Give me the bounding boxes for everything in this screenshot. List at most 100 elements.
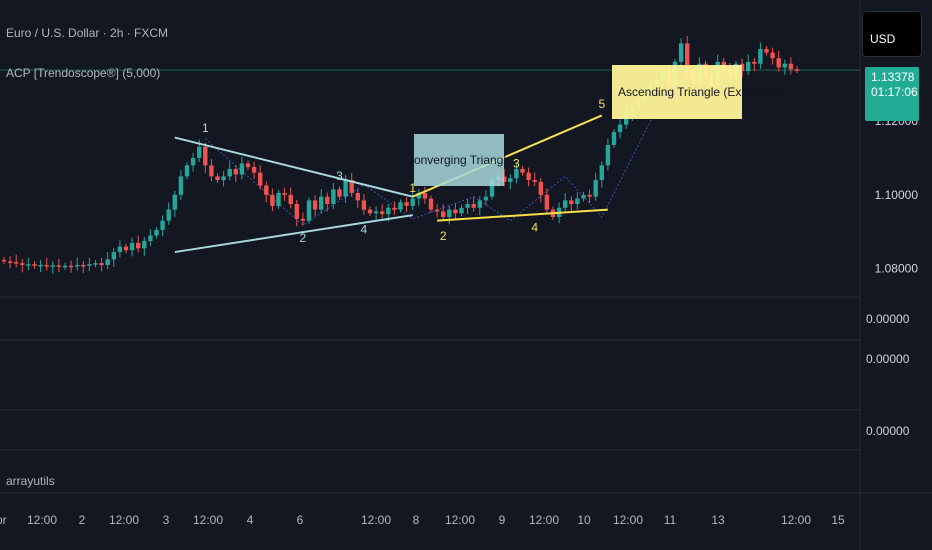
candle [32, 261, 37, 269]
candle [20, 259, 25, 273]
candle [233, 164, 238, 182]
candle [392, 201, 397, 215]
candle-body [685, 43, 690, 73]
candle-body [75, 265, 80, 267]
candle [251, 161, 257, 179]
candle-body [178, 176, 184, 195]
candle [209, 159, 214, 182]
candle-body [87, 264, 92, 266]
time-tick-label: 10 [577, 513, 591, 527]
candle-body [337, 189, 342, 197]
candle-body [44, 265, 49, 267]
candle [81, 260, 86, 274]
candle [367, 206, 373, 217]
candle [605, 138, 611, 171]
candle-body [575, 198, 580, 205]
pivot-label: 2 [440, 229, 447, 243]
candle [453, 203, 458, 219]
candle [258, 165, 263, 190]
candle-body [514, 168, 519, 179]
candle [538, 177, 543, 203]
candle [532, 172, 537, 186]
candle [593, 172, 598, 201]
candle [410, 191, 415, 210]
time-tick-label: 11 [663, 513, 677, 527]
candle-body [215, 176, 220, 181]
pivot-label: 4 [361, 223, 368, 237]
candle-body [203, 146, 208, 166]
candle [154, 226, 159, 239]
candle-body [190, 157, 196, 166]
candle [746, 54, 751, 76]
candle [282, 187, 287, 202]
indicator-label[interactable]: ACP [Trendoscope®] (5,000) [6, 66, 161, 80]
candle [75, 257, 80, 271]
arrayutils-label[interactable]: arrayutils [6, 474, 55, 488]
candle [617, 119, 623, 139]
time-tick-label: 12:00 [444, 513, 476, 527]
candle [184, 162, 190, 180]
candle-body [160, 220, 165, 230]
candle-body [752, 61, 757, 64]
candle-body [770, 52, 775, 59]
candle [502, 168, 507, 186]
candle-body [20, 263, 25, 265]
candle [416, 188, 421, 206]
candle [50, 261, 55, 274]
candle-body [62, 265, 68, 268]
candle-body [392, 207, 397, 210]
candle [739, 58, 745, 78]
candle-body [233, 168, 238, 175]
candle [142, 236, 147, 256]
candle-body [7, 261, 13, 263]
candle-body [129, 242, 135, 251]
candle [160, 215, 165, 237]
ascending-triangle-label: Ascending Triangle (Expanding) [612, 65, 788, 119]
time-tick-label: 12:00 [612, 513, 644, 527]
candle-body [563, 200, 568, 208]
candle-body [465, 204, 470, 208]
candle [312, 195, 318, 216]
candle-body [319, 196, 324, 210]
candle [337, 186, 342, 200]
ascending-lower-line [437, 208, 608, 222]
candle-body [288, 194, 293, 205]
candle-body [245, 163, 251, 168]
candle-body [50, 265, 55, 267]
pane-value-1: 0.00000 [866, 312, 910, 326]
candle [752, 57, 757, 72]
candle [581, 191, 586, 202]
candle [221, 171, 226, 187]
candle [14, 254, 19, 268]
price-tick-label: 1.10000 [875, 188, 919, 202]
time-tick-label: 13 [711, 513, 725, 527]
candle-body [587, 194, 592, 197]
candle [148, 229, 153, 247]
candle [215, 173, 220, 184]
candle-body [447, 209, 452, 217]
candle-body [93, 263, 98, 265]
candle-body [502, 176, 507, 182]
candle-body [398, 202, 403, 210]
symbol-title[interactable]: Euro / U.S. Dollar · 2h · FXCM [6, 26, 169, 40]
candle-body [611, 132, 617, 145]
candle-body [148, 235, 153, 241]
candle-body [331, 189, 336, 205]
candle-body [678, 43, 684, 62]
candle [99, 257, 104, 272]
candle [758, 42, 763, 69]
candle [434, 204, 440, 218]
candle [276, 190, 281, 209]
currency-button[interactable]: USD [862, 11, 922, 57]
candle-body [782, 63, 787, 68]
pivot-label: 1 [202, 121, 209, 135]
pivot-labels: 1 2 3 4 1 2 3 4 5 [202, 97, 605, 245]
pane-value-3: 0.00000 [866, 424, 910, 438]
candle-body [593, 180, 598, 197]
candle-body [209, 165, 214, 177]
candle [1, 256, 7, 265]
candle-body [739, 63, 745, 72]
candle [136, 235, 141, 253]
candle-body [404, 202, 409, 206]
